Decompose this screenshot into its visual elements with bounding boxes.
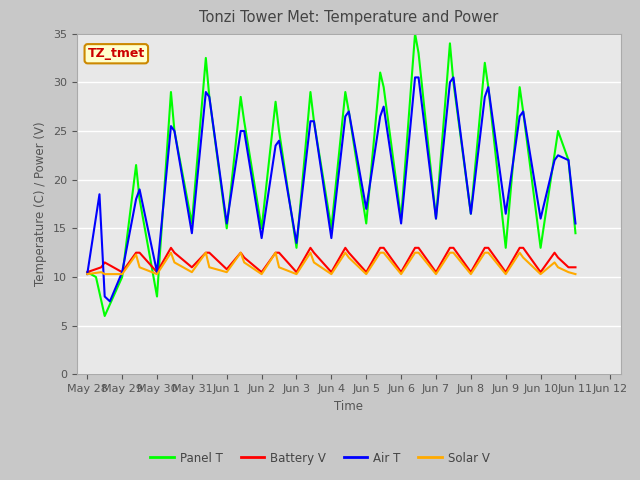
- Y-axis label: Temperature (C) / Power (V): Temperature (C) / Power (V): [35, 122, 47, 286]
- X-axis label: Time: Time: [334, 400, 364, 413]
- Text: TZ_tmet: TZ_tmet: [88, 47, 145, 60]
- Title: Tonzi Tower Met: Temperature and Power: Tonzi Tower Met: Temperature and Power: [199, 11, 499, 25]
- Legend: Panel T, Battery V, Air T, Solar V: Panel T, Battery V, Air T, Solar V: [146, 447, 494, 469]
